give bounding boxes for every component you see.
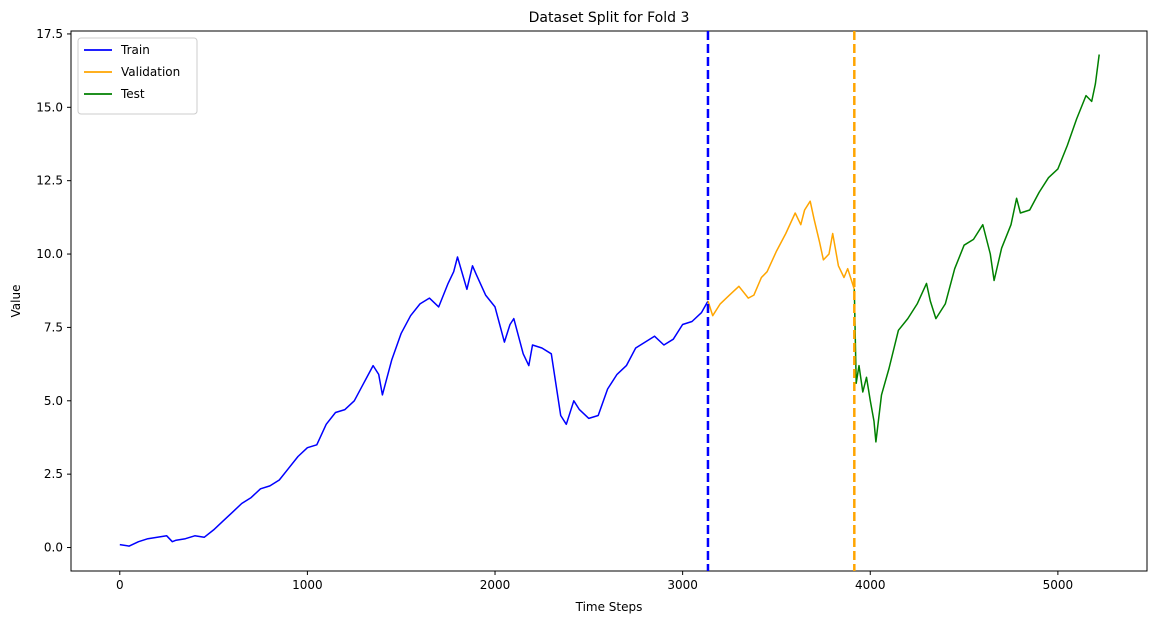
y-tick-label: 10.0 bbox=[36, 247, 63, 261]
legend-label-test: Test bbox=[120, 87, 145, 101]
chart-title: Dataset Split for Fold 3 bbox=[529, 10, 690, 26]
y-tick-label: 7.5 bbox=[44, 320, 63, 334]
y-tick-label: 17.5 bbox=[36, 27, 63, 41]
y-tick-label: 0.0 bbox=[44, 541, 63, 555]
legend: Train Validation Test bbox=[77, 37, 198, 115]
x-axis: 0 1000 2000 3000 4000 5000 bbox=[116, 571, 1073, 592]
x-tick-label: 1000 bbox=[292, 578, 323, 592]
plot-area bbox=[70, 30, 1148, 572]
series-line-validation bbox=[707, 200, 856, 317]
y-axis: 0.0 2.5 5.0 7.5 10.0 12.5 15.0 17.5 bbox=[36, 27, 71, 555]
x-tick-label: 0 bbox=[116, 578, 124, 592]
y-tick-label: 2.5 bbox=[44, 467, 63, 481]
x-tick-label: 4000 bbox=[855, 578, 886, 592]
legend-label-train: Train bbox=[120, 43, 150, 57]
legend-box bbox=[77, 37, 198, 115]
y-axis-label: Value bbox=[9, 285, 23, 318]
y-tick-label: 15.0 bbox=[36, 100, 63, 114]
series-layer bbox=[119, 54, 1100, 547]
x-tick-label: 5000 bbox=[1043, 578, 1074, 592]
legend-label-validation: Validation bbox=[121, 65, 180, 79]
series-line-train bbox=[119, 256, 709, 547]
y-tick-label: 5.0 bbox=[44, 394, 63, 408]
x-axis-label: Time Steps bbox=[575, 600, 643, 614]
series-line-test bbox=[853, 54, 1100, 443]
x-tick-label: 3000 bbox=[667, 578, 698, 592]
x-tick-label: 2000 bbox=[480, 578, 511, 592]
y-tick-label: 12.5 bbox=[36, 174, 63, 188]
split-lines bbox=[706, 31, 856, 571]
